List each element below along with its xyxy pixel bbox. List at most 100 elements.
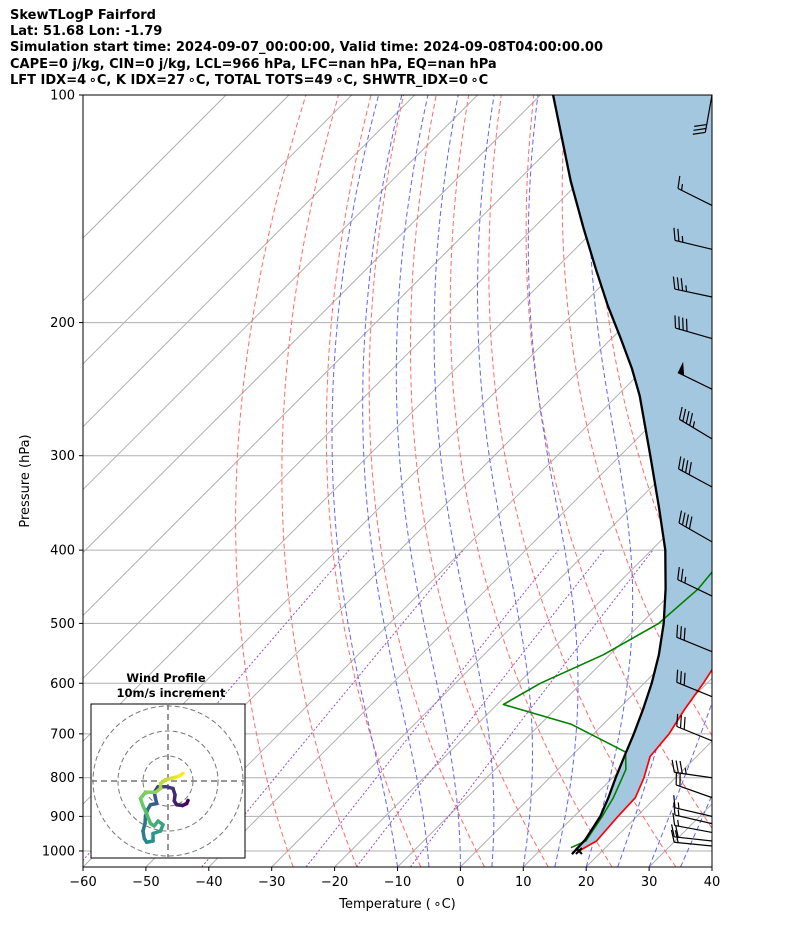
dry-adiabat-line [368, 95, 485, 867]
wind-barb-full [685, 318, 688, 332]
dry-adiabat-line [325, 95, 422, 867]
isotherm-line [83, 95, 290, 302]
x-tick-label: 20 [578, 875, 595, 890]
mixing-ratio-line [305, 549, 559, 867]
wind-barb [671, 759, 713, 779]
wind-barb-staff [674, 239, 713, 250]
wind-barb-full [688, 462, 692, 475]
dry-adiabat-line [281, 95, 358, 867]
moist-adiabat-line [433, 95, 495, 867]
dry-adiabat-line [488, 95, 677, 867]
wind-barb-full [694, 123, 707, 127]
y-tick-label: 1000 [42, 844, 75, 859]
wind-barb-full [671, 759, 675, 773]
y-tick-label: 200 [50, 316, 75, 331]
moist-adiabat-line [362, 95, 430, 867]
inset-subtitle: 10m/s increment [117, 686, 226, 700]
wind-barb-half [677, 802, 680, 809]
series-layer [502, 95, 712, 855]
wind-barb-full [683, 672, 686, 686]
title-indices: LFT IDX=4 ∘C, K IDX=27 ∘C, TOTAL TOTS=49… [10, 72, 489, 88]
wind-barb [677, 361, 713, 390]
y-tick-label: 700 [50, 727, 75, 742]
y-tick-label: 900 [50, 810, 75, 825]
wind-barb-staff [676, 681, 713, 698]
wind-barb-flag [677, 361, 685, 376]
background-lines [83, 95, 712, 867]
wind-barb-staff [674, 824, 713, 833]
wind-barb-full [683, 627, 686, 641]
wind-barb-full [685, 514, 690, 528]
wind-barb-half [684, 576, 687, 584]
wind-barb-full [679, 671, 682, 684]
dewpoint-profile [502, 570, 712, 849]
wind-barb [677, 567, 713, 597]
wind-barb-staff [676, 725, 713, 742]
moist-adiabat-line [395, 95, 461, 867]
surface-marker [575, 847, 583, 855]
wind-barb [692, 94, 713, 135]
isotherm-line [334, 488, 712, 867]
wind-barb-full [682, 408, 687, 422]
isotherm-line [711, 866, 712, 867]
wind-barb-staff [678, 468, 713, 488]
wind-barb-staff [677, 371, 713, 390]
wind-barb-full [685, 410, 690, 424]
dry-adiabat-line [596, 95, 712, 640]
x-tick-label: −40 [195, 875, 222, 890]
wind-barb-half [692, 421, 696, 428]
wind-barb [673, 227, 713, 250]
y-tick-label: 600 [50, 677, 75, 692]
wind-barb-full [673, 227, 676, 241]
wind-barb [672, 276, 713, 298]
x-tick-label: 40 [704, 875, 721, 890]
wind-barb-full [676, 713, 679, 727]
mixing-ratio-line [83, 549, 350, 862]
wind-barb-full [676, 669, 679, 683]
wind-barb-full [674, 830, 679, 843]
wind-barb [675, 772, 713, 799]
y-tick-label: 400 [50, 544, 75, 559]
isotherm-line [145, 300, 712, 867]
wind-barb-full [677, 456, 682, 470]
x-axis-label: Temperature ( ∘C) [338, 897, 455, 912]
moist-adiabat-line [680, 794, 712, 867]
isotherm-line [83, 95, 416, 428]
wind-barb-staff [675, 327, 713, 340]
x-tick-label: 30 [641, 875, 658, 890]
wind-barb-staff [677, 187, 713, 207]
wind-barb [673, 802, 713, 825]
x-tick-label: 10 [515, 875, 532, 890]
wind-barb-full [680, 278, 684, 291]
moist-adiabat-line [648, 701, 712, 867]
wind-barb-full [675, 760, 679, 774]
parcel-profile [551, 95, 667, 855]
wind-barb-full [678, 316, 680, 330]
dry-adiabat-line [449, 95, 613, 867]
wind-barb-full [674, 315, 677, 329]
wind-barb-staff [676, 636, 713, 653]
wind-barb [676, 624, 713, 653]
wind-barb-full [676, 277, 680, 290]
moist-adiabat-line [477, 95, 533, 867]
wind-barb-full [670, 829, 675, 843]
cape-shading [553, 95, 712, 851]
wind-barb-full [680, 568, 684, 582]
x-tick-label: −20 [321, 875, 348, 890]
wind-barb [678, 406, 713, 440]
hodograph-segment [177, 771, 185, 778]
x-tick-label: 0 [456, 875, 464, 890]
axes: −60 −50 −40 −30 −20 −10 0 10 20 30 40 1000 900 800 700… [42, 89, 720, 891]
isotherm-line [83, 95, 227, 239]
wind-barb [676, 669, 713, 698]
wind-barb-full [679, 715, 682, 729]
y-axis-label: Pressure (hPa) [18, 434, 33, 527]
isotherm-line [83, 95, 353, 365]
isotherm-line [83, 95, 478, 491]
wind-profile-inset: Wind Profile 10m/s increment [90, 671, 246, 859]
inset-title: Wind Profile [126, 671, 206, 685]
x-tick-label: −60 [69, 875, 96, 890]
wind-barb-full [683, 716, 686, 730]
wind-barb [673, 795, 713, 817]
wind-barb-full [677, 175, 681, 189]
